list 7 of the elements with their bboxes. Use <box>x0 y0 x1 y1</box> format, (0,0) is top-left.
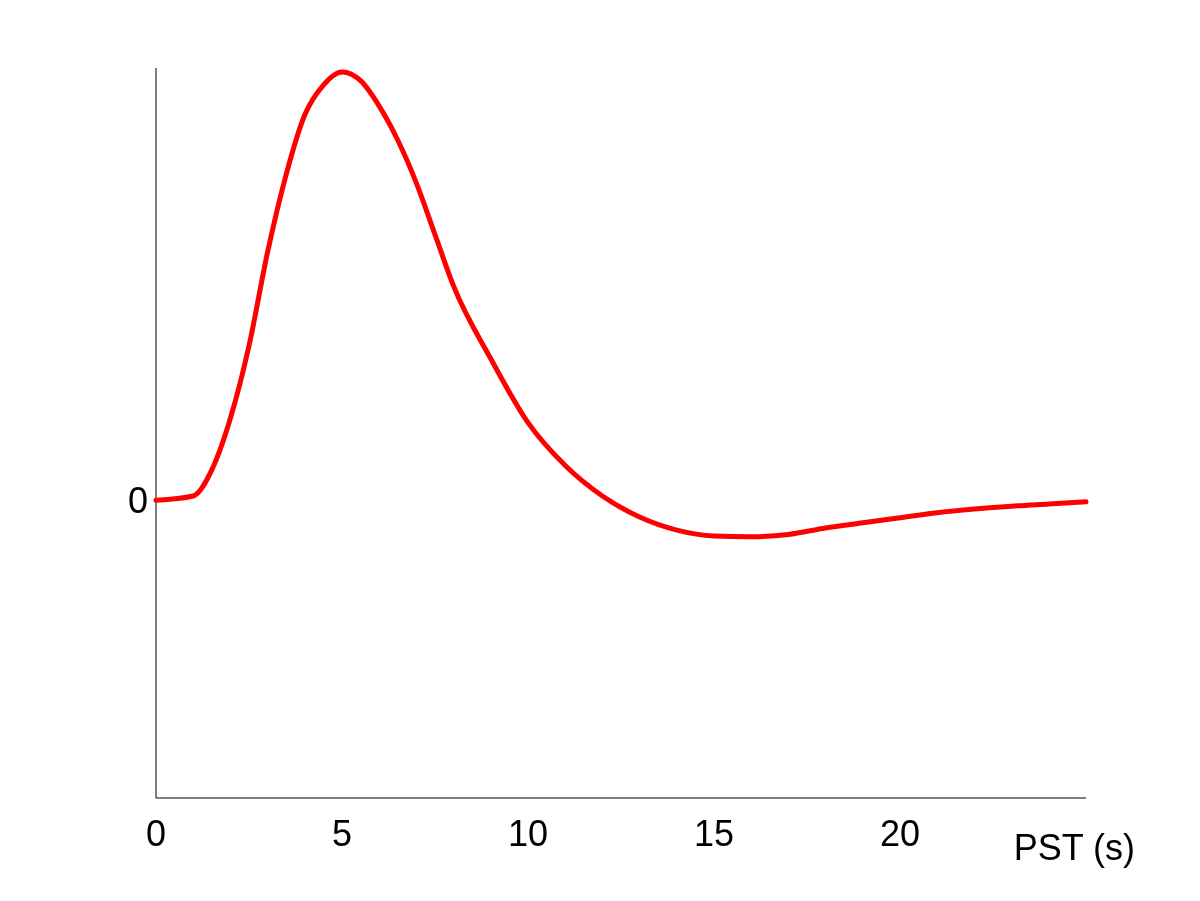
x-tick-label: 5 <box>331 813 353 854</box>
x-tick-label: 15 <box>693 813 735 854</box>
annotation: 0 <box>127 480 148 522</box>
x-axis-title: PST (s) <box>1013 827 1135 868</box>
x-tick-label: 0 <box>145 813 167 854</box>
x-tick-label: 20 <box>879 813 921 854</box>
x-tick-label: 10 <box>507 813 549 854</box>
